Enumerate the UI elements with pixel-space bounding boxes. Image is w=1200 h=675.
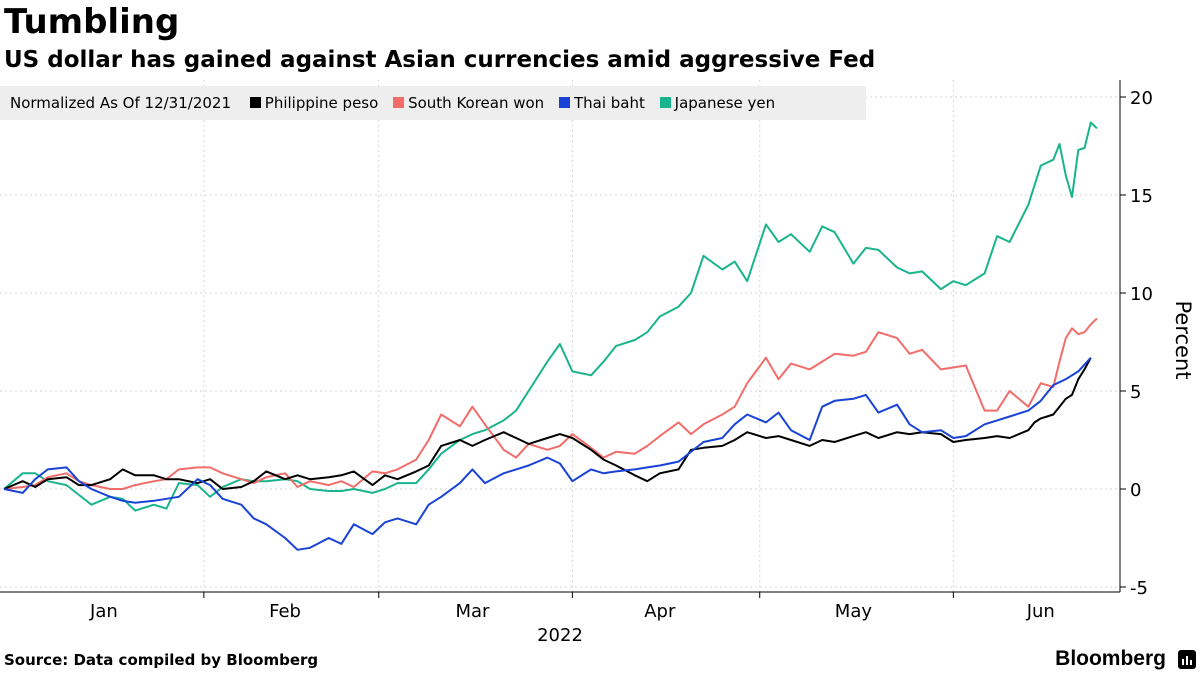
- legend-swatch-philippine-peso: [249, 97, 261, 108]
- legend-label-philippine-peso: Philippine peso: [264, 94, 379, 112]
- series-line-south-korean-won: [3, 317, 1098, 490]
- legend-label-japanese-yen: Japanese yen: [674, 94, 776, 112]
- legend-entry-thai-baht: Thai baht: [558, 86, 645, 120]
- y-tick-label: 15: [1130, 186, 1153, 207]
- chart-legend: Normalized As Of 12/31/2021 Philippine p…: [0, 86, 866, 120]
- legend-label-thai-baht: Thai baht: [573, 94, 645, 112]
- bloomberg-logo: Bloomberg: [1055, 647, 1166, 670]
- x-tick-label: Jun: [1026, 601, 1055, 622]
- legend-entry-south-korean-won: South Korean won: [393, 86, 544, 120]
- legend-entry-japanese-yen: Japanese yen: [659, 86, 776, 120]
- y-tick-label: 20: [1130, 88, 1153, 109]
- legend-swatch-south-korean-won: [393, 97, 405, 108]
- y-tick-label: 5: [1130, 382, 1141, 403]
- y-tick-label: 10: [1130, 284, 1153, 305]
- legend-entry-philippine-peso: Philippine peso: [249, 86, 379, 120]
- bloomberg-terminal-icon: [1178, 650, 1196, 669]
- y-tick-label: -5: [1130, 578, 1148, 599]
- legend-normalization-note: Normalized As Of 12/31/2021: [10, 94, 231, 112]
- chart-subtitle: US dollar has gained against Asian curre…: [4, 47, 876, 73]
- series-line-thai-baht: [3, 357, 1092, 551]
- legend-label-south-korean-won: South Korean won: [408, 94, 545, 112]
- x-tick-label: Jan: [89, 601, 118, 622]
- x-axis-label: 2022: [537, 625, 583, 646]
- source-note: Source: Data compiled by Bloomberg: [4, 651, 319, 669]
- x-tick-label: Mar: [455, 601, 490, 622]
- y-axis-label: Percent: [1171, 300, 1195, 379]
- x-tick-label: Apr: [644, 601, 676, 622]
- legend-swatch-japanese-yen: [659, 97, 671, 108]
- chart-title: Tumbling: [4, 2, 180, 42]
- series-line-philippine-peso: [3, 357, 1092, 490]
- y-tick-label: 0: [1130, 480, 1141, 501]
- series-line-japanese-yen: [3, 121, 1098, 512]
- legend-swatch-thai-baht: [558, 97, 570, 108]
- x-tick-label: Feb: [269, 601, 301, 622]
- x-tick-label: May: [835, 601, 873, 622]
